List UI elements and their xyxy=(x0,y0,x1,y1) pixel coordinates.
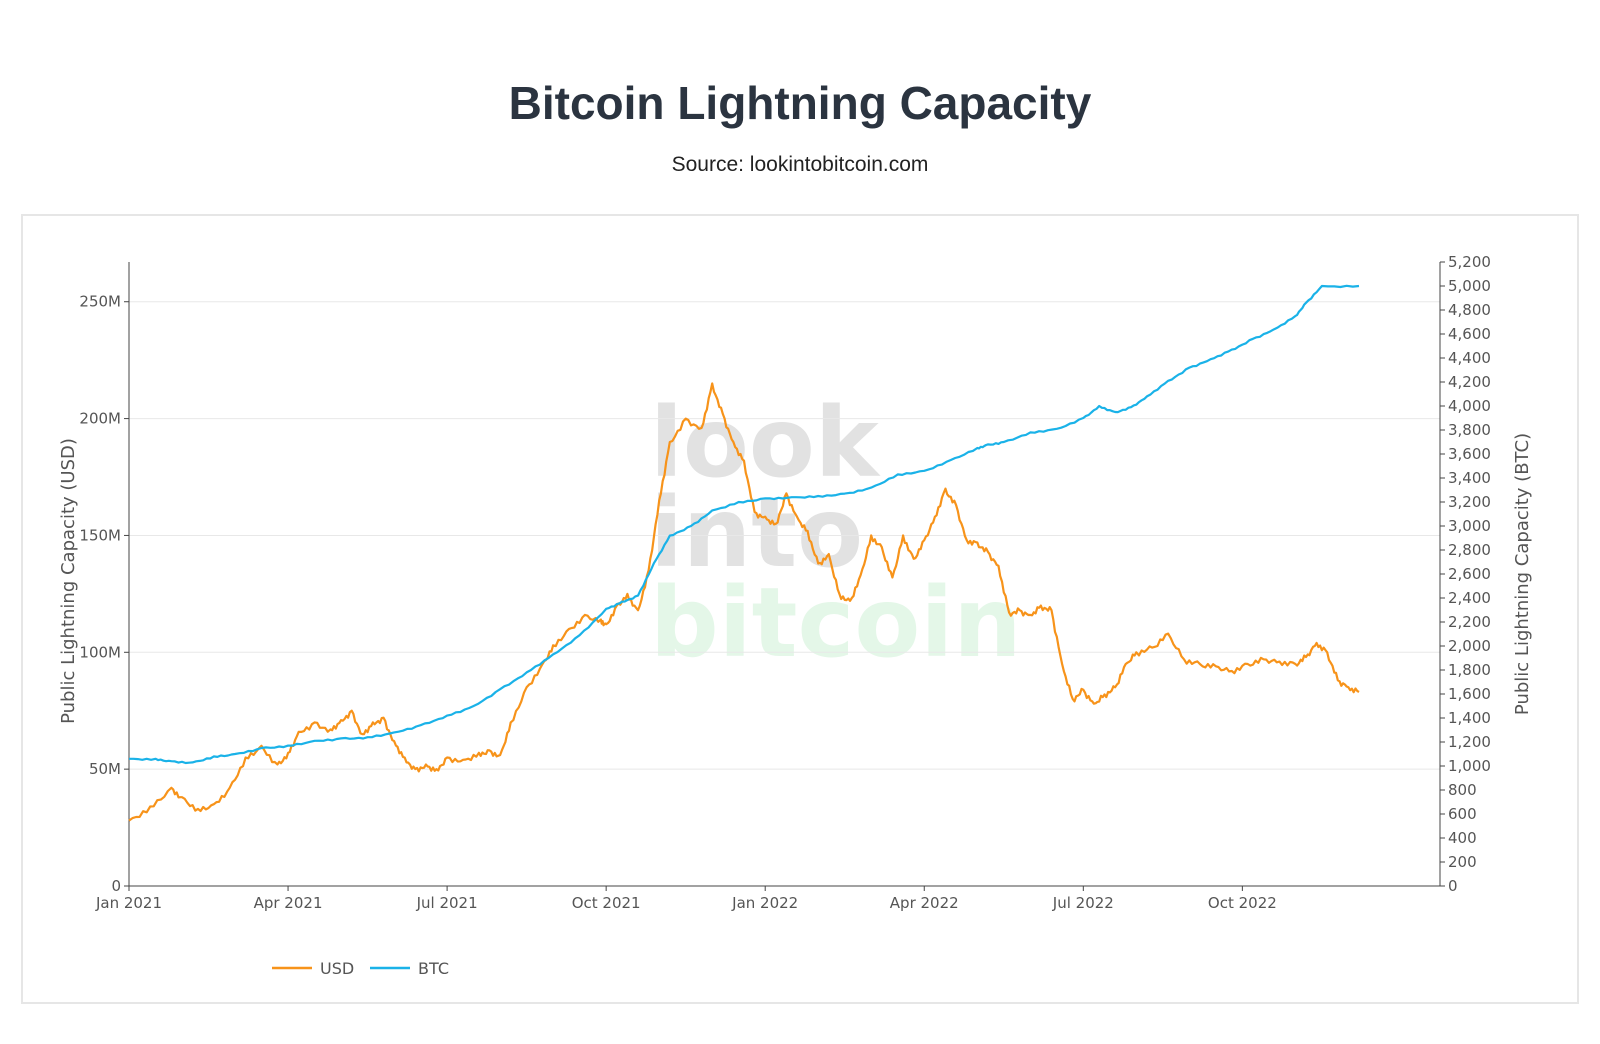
right-tick-label: 1,200 xyxy=(1448,733,1491,751)
x-axis-ticks: Jan 2021 Apr 2021 Jul 2021 Oct 2021 Jan 2022… xyxy=(95,886,1277,912)
right-tick-label: 5,200 xyxy=(1448,253,1491,271)
legend[interactable]: USD BTC xyxy=(272,959,449,978)
chart-container xyxy=(21,214,1579,1004)
right-tick-label: 1,600 xyxy=(1448,685,1491,703)
left-tick-label: 200M xyxy=(79,410,121,428)
right-tick-label: 5,000 xyxy=(1448,277,1491,295)
right-tick-label: 2,600 xyxy=(1448,565,1491,583)
right-tick-label: 4,800 xyxy=(1448,301,1491,319)
left-tick-label: 100M xyxy=(79,643,121,661)
right-tick-label: 800 xyxy=(1448,781,1477,799)
right-tick-label: 600 xyxy=(1448,805,1477,823)
x-tick-label: Oct 2021 xyxy=(572,894,641,912)
right-tick-label: 2,200 xyxy=(1448,613,1491,631)
left-tick-label: 150M xyxy=(79,526,121,544)
watermark-look: look xyxy=(650,387,881,499)
x-tick-label: Jan 2021 xyxy=(95,894,162,912)
x-tick-label: Jul 2021 xyxy=(416,894,478,912)
x-tick-label: Apr 2022 xyxy=(890,894,959,912)
right-tick-label: 3,400 xyxy=(1448,469,1491,487)
right-tick-label: 3,600 xyxy=(1448,445,1491,463)
chart-title: Bitcoin Lightning Capacity xyxy=(508,77,1092,129)
right-tick-label: 1,400 xyxy=(1448,709,1491,727)
right-tick-label: 200 xyxy=(1448,853,1477,871)
watermark: look into bitcoin xyxy=(650,387,1022,679)
x-tick-label: Jan 2022 xyxy=(731,894,798,912)
right-tick-label: 400 xyxy=(1448,829,1477,847)
right-tick-label: 2,000 xyxy=(1448,637,1491,655)
right-tick-label: 1,800 xyxy=(1448,661,1491,679)
left-tick-label: 250M xyxy=(79,293,121,311)
right-tick-label: 2,400 xyxy=(1448,589,1491,607)
right-tick-label: 4,400 xyxy=(1448,349,1491,367)
watermark-bitcoin: bitcoin xyxy=(650,567,1022,679)
left-tick-label: 50M xyxy=(89,760,121,778)
right-tick-label: 3,200 xyxy=(1448,493,1491,511)
x-tick-label: Apr 2021 xyxy=(254,894,323,912)
right-tick-label: 3,000 xyxy=(1448,517,1491,535)
legend-usd-label[interactable]: USD xyxy=(320,959,354,978)
right-tick-label: 4,600 xyxy=(1448,325,1491,343)
left-tick-label: 0 xyxy=(111,877,121,895)
right-tick-label: 0 xyxy=(1448,877,1458,895)
left-axis-ticks: 0 50M 100M 150M 200M 250M xyxy=(79,293,129,895)
x-tick-label: Oct 2022 xyxy=(1208,894,1277,912)
right-axis-title: Public Lightning Capacity (BTC) xyxy=(1512,433,1533,715)
x-tick-label: Jul 2022 xyxy=(1052,894,1114,912)
right-tick-label: 1,000 xyxy=(1448,757,1491,775)
right-axis-ticks: 0 200 400 600 800 1,000 1,200 1,400 1,600 1,800 2,… xyxy=(1440,253,1491,895)
right-tick-label: 3,800 xyxy=(1448,421,1491,439)
right-tick-label: 4,000 xyxy=(1448,397,1491,415)
left-axis-title: Public Lightning Capacity (USD) xyxy=(58,438,79,724)
series-btc-line xyxy=(129,284,1360,765)
legend-btc-label[interactable]: BTC xyxy=(418,959,449,978)
chart-subtitle: Source: lookintobitcoin.com xyxy=(671,153,929,176)
right-tick-label: 2,800 xyxy=(1448,541,1491,559)
right-tick-label: 4,200 xyxy=(1448,373,1491,391)
series-usd-line xyxy=(128,382,1360,822)
gridlines xyxy=(129,301,1440,770)
